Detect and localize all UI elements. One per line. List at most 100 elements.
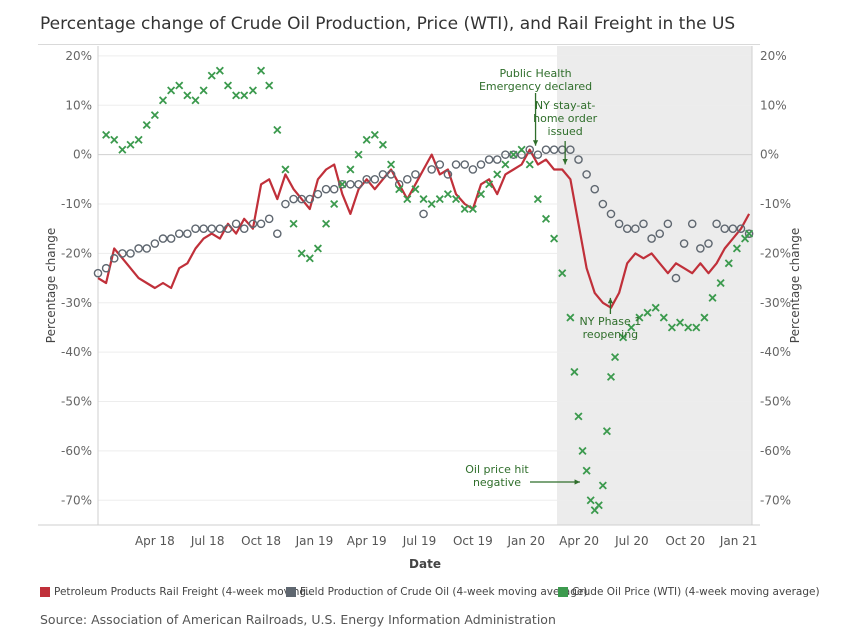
data-point-crude-price xyxy=(606,372,616,381)
data-point-crude-price xyxy=(582,466,591,475)
y-tick-label-right: -20% xyxy=(760,246,791,260)
data-point-crude-production xyxy=(720,224,730,234)
data-point-crude-production xyxy=(248,219,258,229)
x-axis-title: Date xyxy=(409,557,441,571)
data-point-crude-production xyxy=(289,194,298,204)
data-point-crude-price xyxy=(289,219,298,228)
data-point-crude-price xyxy=(684,323,693,332)
title-divider xyxy=(38,44,760,45)
data-point-crude-price xyxy=(257,66,266,75)
data-point-crude-price xyxy=(403,195,412,204)
data-point-crude-price xyxy=(435,195,444,204)
data-point-crude-production xyxy=(403,175,412,184)
data-point-crude-production xyxy=(679,239,689,248)
data-point-crude-production xyxy=(517,150,526,159)
y-tick-label-left: 20% xyxy=(65,49,92,63)
y-tick-label-left: -60% xyxy=(61,444,92,458)
x-tick-label: Jan 20 xyxy=(506,534,545,548)
data-point-crude-price xyxy=(586,496,595,505)
y-tick-label-left: -30% xyxy=(61,296,92,310)
data-point-crude-production xyxy=(231,219,241,229)
data-point-crude-production xyxy=(264,214,274,224)
data-point-crude-production xyxy=(346,179,355,189)
x-tick-label: Jul 19 xyxy=(402,534,437,548)
data-point-crude-production xyxy=(541,145,551,155)
data-point-crude-price xyxy=(215,66,224,75)
data-point-crude-price xyxy=(175,81,184,90)
data-point-crude-production xyxy=(273,229,282,238)
data-point-crude-production xyxy=(574,155,583,164)
legend-swatch-rail xyxy=(40,587,50,597)
data-point-crude-production xyxy=(215,224,225,234)
data-point-crude-price xyxy=(411,185,420,194)
data-point-crude-price xyxy=(387,160,396,169)
data-point-crude-price xyxy=(517,145,526,154)
data-point-crude-price xyxy=(724,259,733,268)
x-tick-label: Jan 21 xyxy=(719,534,758,548)
data-point-crude-production xyxy=(101,263,111,273)
data-point-crude-production xyxy=(687,219,697,229)
data-point-crude-production xyxy=(394,179,404,189)
data-point-crude-price xyxy=(126,140,135,149)
data-point-crude-price xyxy=(594,501,603,510)
source-note: Source: Association of American Railroad… xyxy=(40,612,556,627)
annotation-arrow-public-health-head xyxy=(532,140,539,146)
annotation-oil-price-negative: Oil price hit xyxy=(465,463,529,476)
x-tick-label: Oct 20 xyxy=(665,534,705,548)
data-point-crude-production xyxy=(647,234,656,243)
data-point-crude-production xyxy=(134,244,143,253)
data-point-crude-production xyxy=(329,184,339,194)
data-point-crude-production xyxy=(142,244,152,253)
y-tick-label-left: -70% xyxy=(61,493,92,507)
data-point-crude-price xyxy=(635,313,644,322)
data-point-crude-price xyxy=(533,195,542,204)
legend-label-price: Crude Oil Price (WTI) (4-week moving ave… xyxy=(572,586,820,598)
data-point-crude-price xyxy=(134,135,143,144)
y-tick-label-right: -60% xyxy=(760,444,791,458)
data-point-crude-production xyxy=(362,175,371,184)
data-point-crude-production xyxy=(370,175,380,184)
data-point-crude-production xyxy=(281,199,290,209)
y-tick-label-right: 10% xyxy=(760,98,787,112)
y-tick-label-right: -40% xyxy=(760,345,791,359)
data-point-crude-production xyxy=(590,184,600,194)
data-point-crude-production xyxy=(386,170,396,179)
data-point-crude-production xyxy=(183,229,192,238)
data-point-crude-production xyxy=(663,219,673,229)
data-point-crude-price xyxy=(493,170,502,179)
data-point-crude-production xyxy=(728,224,738,234)
data-point-crude-price xyxy=(273,125,282,134)
data-point-crude-price xyxy=(541,214,551,223)
data-point-crude-production xyxy=(166,234,176,243)
data-point-crude-production xyxy=(313,189,323,199)
data-point-crude-price xyxy=(142,120,151,130)
data-point-crude-production xyxy=(158,234,168,243)
legend-item-price[interactable]: Crude Oil Price (WTI) (4-week moving ave… xyxy=(558,586,820,598)
data-point-crude-production xyxy=(614,219,624,229)
legend-item-production[interactable]: Field Production of Crude Oil (4-week mo… xyxy=(286,586,587,598)
data-point-crude-production xyxy=(484,155,494,164)
data-point-crude-production xyxy=(321,184,331,194)
x-tick-label: Apr 18 xyxy=(135,534,175,548)
annotation-public-health-emergency: Public Health xyxy=(499,67,571,80)
y-tick-label-right: -10% xyxy=(760,197,791,211)
series-line-rail-freight xyxy=(97,148,751,309)
data-point-crude-price xyxy=(305,254,314,263)
x-tick-label: Jul 18 xyxy=(190,534,225,548)
y-tick-label-left: -20% xyxy=(61,246,92,260)
annotation-ny-stay-at-home: home order xyxy=(533,112,597,125)
data-point-crude-price xyxy=(700,313,709,322)
data-point-crude-price xyxy=(558,269,567,278)
legend-item-rail[interactable]: Petroleum Products Rail Freight (4-week … xyxy=(40,586,313,598)
data-point-crude-production xyxy=(256,219,266,229)
data-point-crude-production xyxy=(207,224,217,234)
data-point-crude-price xyxy=(338,180,347,189)
data-point-crude-price xyxy=(476,190,486,199)
data-point-crude-price xyxy=(183,91,192,100)
y-tick-label-right: 20% xyxy=(760,49,787,63)
data-point-crude-price xyxy=(659,313,668,322)
y-tick-label-right: 0% xyxy=(760,148,779,162)
data-point-crude-price xyxy=(708,293,717,302)
data-point-crude-production xyxy=(150,239,160,248)
y-tick-label-left: 10% xyxy=(65,98,92,112)
